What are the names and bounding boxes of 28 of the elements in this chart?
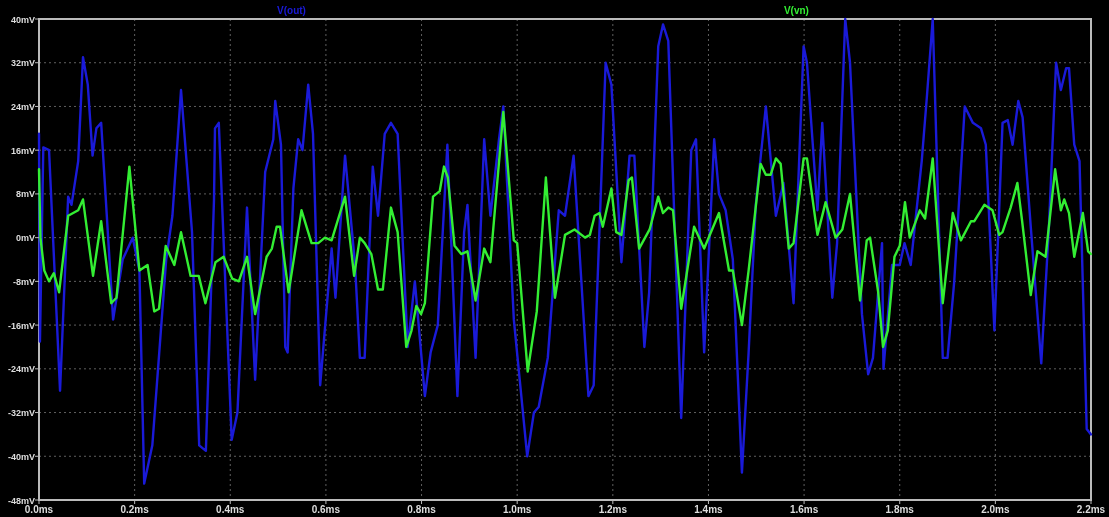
- x-tick-label: 0.2ms: [120, 504, 150, 515]
- x-tick-label: 1.4ms: [694, 504, 724, 515]
- x-tick-label: 0.4ms: [216, 504, 245, 515]
- y-tick-label: 40mV: [10, 14, 35, 25]
- y-tick-label: 32mV: [10, 58, 35, 69]
- text: V(out): [277, 5, 306, 16]
- x-tick-label: 0.0ms: [24, 504, 54, 515]
- y-tick-label: -48mV: [7, 495, 35, 506]
- y-tick-label: 0mV: [15, 233, 35, 244]
- y-tick-label: -8mV: [12, 276, 35, 287]
- text: V(vn): [783, 5, 809, 16]
- y-tick-label: -16mV: [7, 320, 35, 331]
- x-tick-label: 1.0ms: [503, 504, 532, 515]
- y-tick-label: -32mV: [7, 408, 35, 419]
- y-tick-label: 8mV: [15, 189, 35, 200]
- x-tick-label: 2.0ms: [981, 504, 1010, 515]
- y-tick-label: -40mV: [7, 451, 35, 462]
- x-tick-label: 0.8ms: [407, 504, 437, 515]
- x-tick-label: 2.2ms: [1076, 504, 1106, 515]
- x-tick-label: 1.8ms: [885, 504, 915, 515]
- x-tick-label: 0.6ms: [311, 504, 341, 515]
- x-tick-label: 1.2ms: [598, 504, 628, 515]
- y-tick-label: 24mV: [10, 101, 35, 112]
- line-series: [37, 110, 1093, 373]
- y-tick-label: -24mV: [7, 364, 35, 375]
- line-series: [37, 17, 1093, 485]
- x-tick-label: 1.6ms: [789, 504, 819, 515]
- y-tick-label: 16mV: [10, 145, 35, 156]
